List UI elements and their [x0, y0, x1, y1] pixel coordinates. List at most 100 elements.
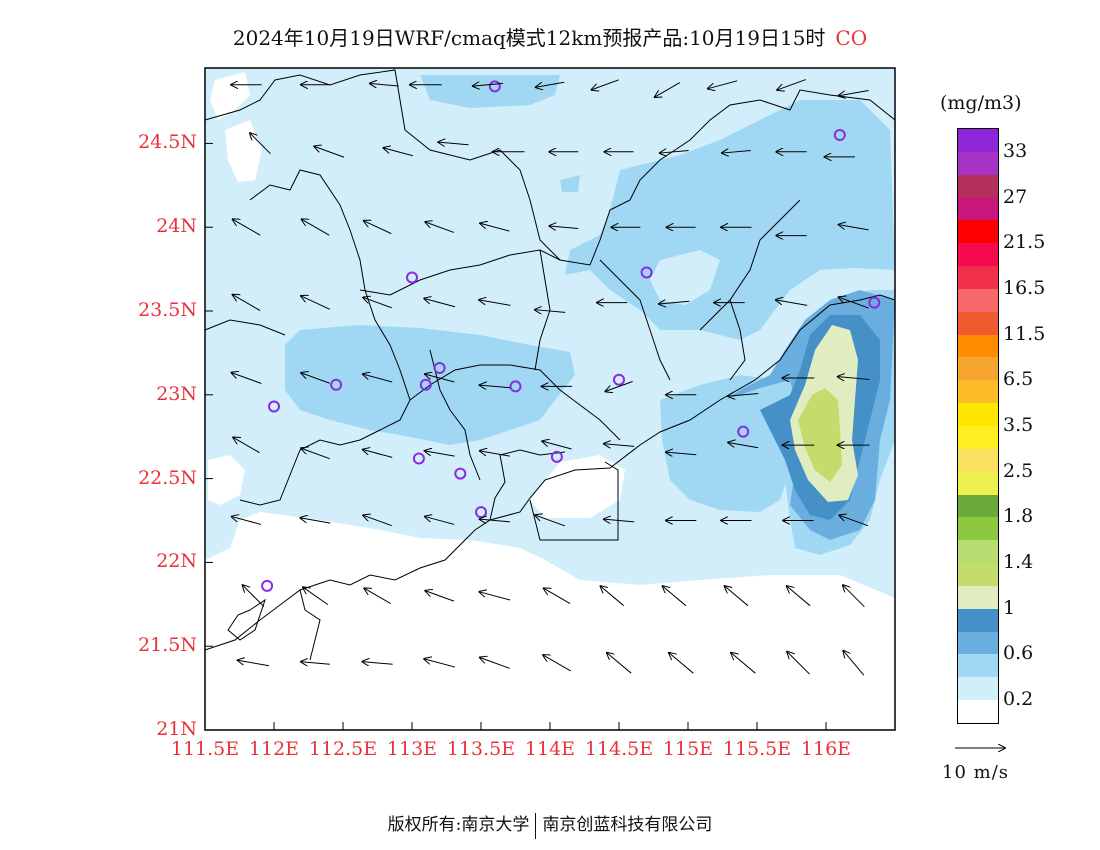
coastline-boundaries [204, 69, 896, 661]
wind-arrow [479, 592, 511, 601]
wind-arrow [708, 80, 738, 89]
wind-arrow [535, 515, 566, 527]
legend-level-label: 0.6 [1003, 642, 1034, 665]
legend-color-cell [958, 654, 998, 678]
lon-tick-label: 114.5E [584, 738, 654, 760]
station-marker [433, 361, 446, 374]
wind-arrow [480, 223, 510, 232]
longitude-ticks [204, 722, 827, 730]
wind-arrow [363, 374, 393, 383]
wind-arrow [479, 300, 511, 306]
wind-arrow [424, 659, 456, 668]
legend-color-cell [958, 311, 998, 336]
wind-arrow [787, 652, 810, 675]
wind-arrow [302, 219, 330, 236]
map-title: 2024年10月19日WRF/cmaq模式12km预报产品:10月19日15时 C… [0, 22, 1100, 51]
color-legend [957, 128, 999, 724]
legend-level-label: 1.8 [1003, 505, 1034, 528]
wind-arrow [231, 373, 262, 384]
wind-arrow [543, 655, 571, 672]
legend-level-label: 0.2 [1003, 688, 1034, 711]
wind-arrow [362, 662, 393, 665]
wind-arrow [314, 146, 345, 158]
concentration-field [205, 68, 895, 730]
station-marker [833, 129, 846, 142]
legend-level-label: 6.5 [1003, 368, 1034, 391]
wind-arrow [233, 219, 261, 236]
wind-arrow [659, 301, 690, 304]
wind-arrow [364, 588, 391, 604]
wind-arrow [233, 295, 261, 312]
lon-tick-label: 115.5E [722, 738, 792, 760]
wind-arrow [243, 585, 265, 608]
wind-arrow [473, 83, 504, 86]
wind-arrow [777, 79, 806, 90]
wind-arrow [728, 442, 759, 449]
wind-arrow [425, 374, 455, 383]
wind-arrow [605, 381, 633, 391]
wind-arrow [839, 225, 869, 231]
copyright-left: 版权所有:南京大学 [387, 815, 530, 835]
legend-level-label: 16.5 [1003, 276, 1046, 299]
legend-color-cell [958, 608, 998, 633]
wind-arrow [301, 448, 330, 460]
station-marker [330, 378, 343, 391]
wind-arrow [536, 81, 565, 87]
legend-level-label: 2.5 [1003, 459, 1034, 482]
station-marker [412, 452, 425, 465]
wind-arrow [600, 586, 625, 607]
wind-arrow [424, 299, 456, 308]
wind-arrow [722, 151, 751, 154]
wind-arrow [480, 451, 510, 457]
wind-reference-label: 10 m/s [942, 762, 1009, 783]
legend-unit: (mg/m3) [940, 92, 1022, 114]
lon-tick-label: 116E [800, 738, 852, 760]
wind-arrow [438, 142, 469, 145]
lat-tick-label: 22N [156, 550, 197, 573]
lon-tick-label: 115E [662, 738, 714, 760]
lon-tick-label: 113.5E [446, 738, 516, 760]
station-marker [509, 380, 522, 393]
station-marker [268, 400, 280, 413]
legend-level-label: 1 [1003, 596, 1016, 619]
station-marker [454, 467, 467, 480]
wind-arrow [660, 151, 689, 154]
wind-arrow [725, 586, 749, 607]
legend-color-cell [958, 471, 998, 496]
wind-arrow [303, 587, 329, 606]
wind-arrow [363, 450, 393, 458]
wind-arrow [232, 517, 262, 525]
latitude-ticks [205, 142, 213, 731]
wind-arrow [425, 222, 455, 233]
wind-arrow [370, 83, 399, 86]
legend-level-label: 33 [1003, 139, 1028, 162]
legend-level-label: 1.4 [1003, 551, 1034, 574]
wind-arrow [363, 515, 392, 527]
wind-arrow [655, 82, 681, 98]
wind-arrow [843, 585, 865, 608]
wind-arrow [425, 517, 455, 525]
wind-arrow [669, 653, 694, 674]
lat-tick-label: 24.5N [138, 131, 197, 154]
legend-color-cell [958, 563, 998, 587]
legend-level-label: 3.5 [1003, 414, 1034, 436]
wind-arrow [838, 377, 870, 380]
lat-tick-label: 23.5N [138, 299, 197, 321]
wind-arrow [480, 385, 510, 388]
wind-arrow [384, 148, 414, 157]
legend-color-cell [958, 129, 998, 153]
wind-vectors [231, 79, 870, 676]
lon-tick-label: 112E [248, 738, 300, 760]
wind-arrow [604, 519, 635, 522]
lat-tick-label: 21.5N [138, 634, 197, 657]
legend-level-label: 27 [1003, 185, 1028, 208]
legend-color-cell [958, 403, 998, 427]
copyright-footer: 版权所有:南京大学 南京创蓝科技有限公司 [0, 810, 1100, 839]
wind-arrow [364, 221, 392, 235]
wind-arrow [301, 662, 330, 665]
legend-color-cell [958, 220, 998, 244]
wind-arrow [728, 393, 759, 396]
legend-color-cell [958, 266, 998, 290]
lon-tick-label: 112.5E [308, 738, 378, 760]
